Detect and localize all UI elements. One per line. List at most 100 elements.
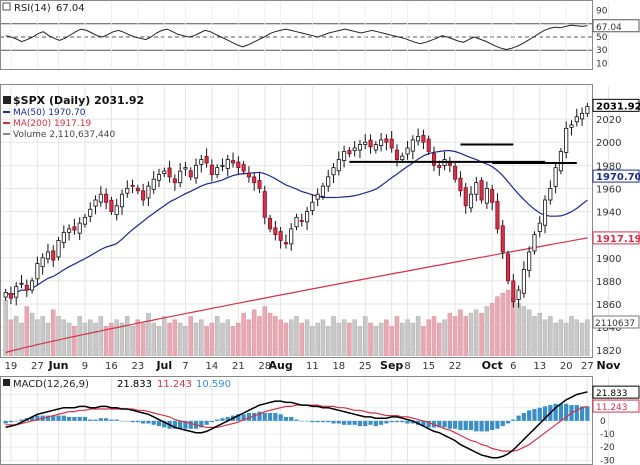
macd-histogram-bar [468,420,474,431]
volume-bar [199,319,204,356]
volume-bar [415,316,421,356]
rsi-value-label: 67.04 [56,3,85,14]
volume-tag-label: 2110637 [595,319,635,329]
macd-title: MACD(12,26,9) [13,379,89,390]
x-tick-label: 27 [31,361,44,372]
volume-bar [40,316,45,356]
volume-bar [140,322,146,356]
rsi-label: RSI(14) [14,3,51,14]
macd-histogram-bar [521,412,527,421]
candle-body [188,170,193,178]
macd-histogram-bar [278,414,283,421]
candle-body [56,240,61,258]
candle-body [516,289,521,301]
volume-bar [246,319,252,356]
candle-body [72,226,77,231]
macd-histogram-bar [363,420,368,427]
candle-body [67,228,72,233]
volume-bar [262,306,268,356]
macd-histogram-bar [209,420,215,423]
candle-body [505,253,511,282]
volume-bar [325,326,331,356]
volume-bar [24,306,30,356]
candle-body [585,106,590,114]
price-tick-label: 1960 [596,184,621,195]
volume-bar [82,322,88,356]
candle-body [30,280,35,291]
macd-histogram-bar [178,420,183,429]
macd-histogram-bar [532,409,537,421]
macd-histogram-bar [3,420,8,424]
candle-body [156,174,162,181]
volume-bar [373,326,379,356]
price-tag [592,231,640,245]
macd-histogram-bar [294,419,299,421]
rsi-panel [0,0,592,70]
candle-body [24,284,29,291]
x-tick-label: 22 [449,361,462,372]
macd-histogram-bar [585,406,590,421]
macd-histogram-bar [326,420,331,423]
legend-entry: MA(200) 1917.19 [13,119,91,129]
x-tick-label: 16 [105,361,118,372]
macd-histogram-bar [61,415,66,421]
volume-bar [563,322,569,356]
candle-body [352,147,357,152]
volume-bar [204,326,209,356]
volume-bar [130,326,135,356]
volume-bar [495,296,500,356]
volume-bar [172,319,178,356]
macd-histogram-bar [114,419,119,421]
x-tick-label: Sep [380,359,403,372]
candle-body [500,225,505,253]
candle-body [527,251,532,271]
macd-histogram-bar [56,415,61,421]
volume-bar [442,319,447,356]
macd-signal-line [5,404,588,452]
macd-histogram-bar [574,405,579,421]
candle-body [183,167,188,170]
candle-body [458,177,463,192]
volume-bar [320,319,326,356]
candle-body [82,216,88,225]
candle-body [289,228,294,245]
volume-bar [98,316,104,356]
volume-bar [103,326,109,356]
candle-body [88,208,93,217]
volume-bar [35,319,40,356]
macd-histogram-bar [336,420,341,424]
macd-histogram-bar [347,420,352,425]
candle-body [474,182,479,195]
candle-body [3,292,8,298]
volume-bar [8,319,14,356]
volume-bar [336,322,342,356]
macd-histogram-bar [426,420,431,428]
candle-body [357,144,362,151]
macd-histogram-bar [315,420,320,423]
rsi-plot [5,24,588,51]
macd-histogram-bar [368,420,373,425]
volume-bar [251,309,257,356]
x-tick-label: 23 [131,361,144,372]
macd-histogram-bar [262,412,267,421]
macd-histogram-bar [151,420,156,425]
volume-bar [225,319,230,356]
candle-body [8,293,13,299]
price-tag-label: 1970.70 [596,172,640,183]
volume-bar [378,322,384,356]
macd-histogram-bar [8,420,14,423]
price-tick-label: 1980 [596,161,621,172]
candle-body [40,257,45,268]
candle-body [151,178,156,190]
candle-body [257,180,262,189]
volume-bar [553,322,558,356]
volume-bar [526,309,532,356]
volume-bar [569,316,574,356]
volume-bar [177,322,183,356]
volume-bar [214,316,220,356]
volume-bar [363,316,368,356]
macd-histogram-bar [442,420,447,428]
macd-histogram-bar [463,420,468,431]
volume-bar [574,319,580,356]
x-tick-label: 14 [206,361,219,372]
